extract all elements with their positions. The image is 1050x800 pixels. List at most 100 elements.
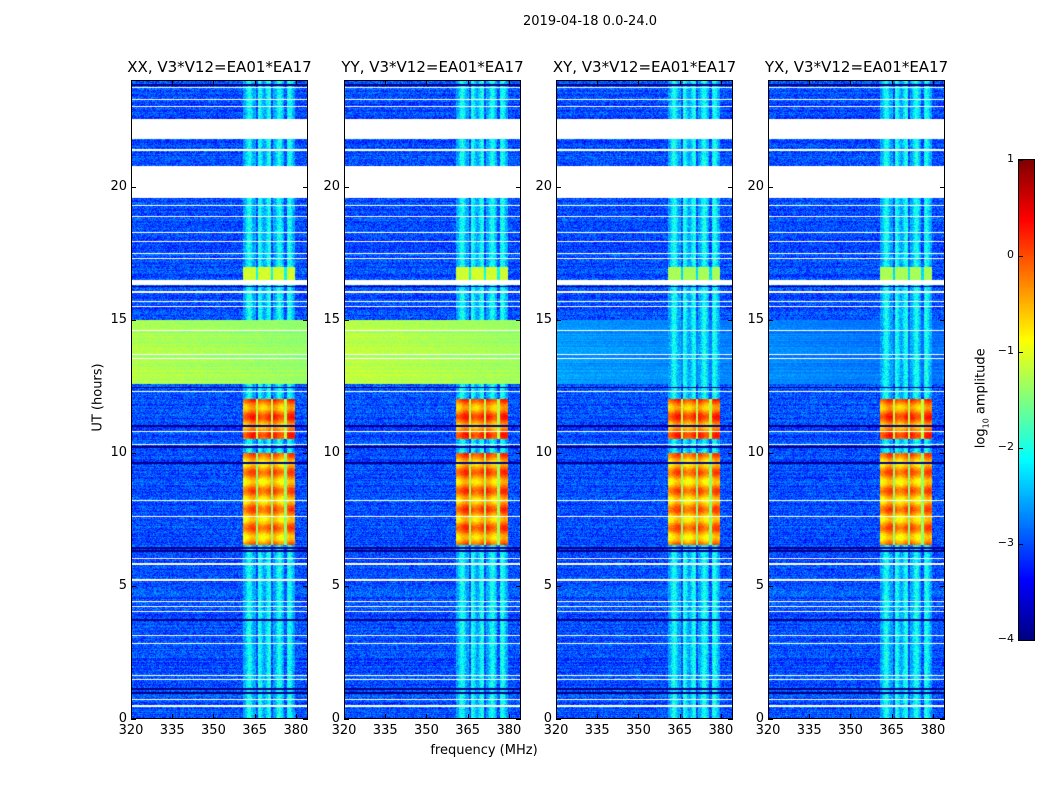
y-tick	[556, 585, 561, 587]
waterfall-image	[345, 81, 520, 718]
x-tick-top	[850, 80, 852, 85]
x-tick-top	[254, 80, 256, 85]
x-tick-top	[131, 80, 132, 85]
y-tick-label: 10	[747, 444, 764, 460]
x-tick	[768, 714, 769, 719]
x-tick-label: 365	[879, 723, 905, 738]
y-tick	[131, 585, 136, 587]
y-tick-label: 15	[323, 311, 340, 327]
y-tick-right	[728, 452, 733, 454]
y-tick-right	[303, 719, 308, 720]
y-tick	[344, 719, 349, 720]
colorbar-tick	[1019, 448, 1023, 449]
x-tick-top	[426, 80, 428, 85]
x-tick-label: 335	[372, 723, 398, 738]
colorbar-tick-label: −3	[997, 536, 1014, 549]
x-tick-top	[768, 80, 769, 85]
y-tick-right	[728, 719, 733, 720]
y-tick-label: 0	[755, 711, 764, 726]
colorbar-tick	[1019, 544, 1023, 545]
x-tick-top	[809, 80, 811, 85]
x-tick	[295, 714, 297, 719]
x-tick	[385, 714, 387, 719]
waterfall-image	[132, 81, 307, 718]
x-tick-label: 320	[118, 723, 144, 738]
y-tick	[131, 452, 136, 454]
x-tick	[426, 714, 428, 719]
x-tick	[508, 714, 510, 719]
x-tick-top	[679, 80, 681, 85]
y-tick-right	[303, 585, 308, 587]
waterfall-panel-yy	[344, 80, 521, 719]
x-tick	[809, 714, 811, 719]
x-tick-label: 320	[755, 723, 781, 738]
x-tick-label: 380	[283, 723, 309, 738]
x-tick	[932, 714, 934, 719]
y-tick-label: 20	[110, 178, 127, 194]
x-tick-label: 320	[543, 723, 569, 738]
x-tick-label: 350	[414, 723, 439, 738]
y-tick-label: 5	[118, 577, 127, 593]
y-tick	[768, 452, 773, 454]
colorbar-tick	[1019, 256, 1023, 257]
panel-title: XY, V3*V12=EA01*EA17	[552, 58, 737, 76]
x-tick-top	[932, 80, 934, 85]
colorbar-tick-label: −1	[997, 344, 1014, 357]
colorbar-gradient	[1019, 160, 1034, 640]
y-tick	[768, 186, 773, 188]
x-tick-top	[720, 80, 722, 85]
y-tick	[768, 719, 773, 720]
colorbar-label-amplitude: amplitude	[973, 348, 989, 419]
x-tick	[638, 714, 640, 719]
x-tick	[213, 714, 215, 719]
x-tick-top	[385, 80, 387, 85]
x-tick-top	[295, 80, 297, 85]
x-tick-top	[891, 80, 893, 85]
x-tick-top	[213, 80, 215, 85]
waterfall-panel-yx	[768, 80, 945, 719]
y-tick-right	[303, 186, 308, 188]
y-tick-label: 15	[747, 311, 764, 327]
x-tick	[467, 714, 469, 719]
waterfall-image	[769, 81, 944, 718]
x-tick	[344, 714, 345, 719]
x-tick-top	[344, 80, 345, 85]
x-tick	[597, 714, 599, 719]
colorbar-tick	[1019, 160, 1023, 161]
y-tick	[768, 319, 773, 321]
panel-title: XX, V3*V12=EA01*EA17	[127, 58, 312, 76]
y-tick	[344, 452, 349, 454]
x-tick-label: 350	[626, 723, 651, 738]
figure-title: 2019-04-18 0.0-24.0	[523, 14, 657, 29]
colorbar-tick-label: 0	[1007, 248, 1014, 261]
x-tick-top	[467, 80, 469, 85]
y-tick-label: 0	[331, 711, 340, 726]
x-tick-label: 350	[201, 723, 226, 738]
y-tick-label: 5	[543, 577, 552, 593]
y-tick	[768, 585, 773, 587]
y-tick-label: 5	[331, 577, 340, 593]
x-tick-label: 380	[920, 723, 946, 738]
waterfall-image	[557, 81, 732, 718]
y-tick-right	[728, 186, 733, 188]
y-tick-right	[303, 452, 308, 454]
x-tick-label: 350	[838, 723, 863, 738]
y-tick-right	[940, 186, 945, 188]
panel-title: YY, V3*V12=EA01*EA17	[341, 58, 524, 76]
y-tick-right	[516, 186, 521, 188]
x-axis-label: frequency (MHz)	[430, 743, 538, 758]
x-tick	[679, 714, 681, 719]
y-tick-right	[516, 585, 521, 587]
x-tick-top	[508, 80, 510, 85]
y-tick-label: 5	[755, 577, 764, 593]
colorbar-tick	[1019, 640, 1023, 641]
y-tick-label: 20	[323, 178, 340, 194]
x-tick-label: 320	[331, 723, 357, 738]
y-tick-label: 0	[543, 711, 552, 726]
x-tick-top	[597, 80, 599, 85]
panel-title: YX, V3*V12=EA01*EA17	[764, 58, 949, 76]
x-tick-label: 365	[242, 723, 268, 738]
y-tick-label: 20	[747, 178, 764, 194]
x-tick-label: 365	[455, 723, 481, 738]
y-tick-label: 0	[118, 711, 127, 726]
